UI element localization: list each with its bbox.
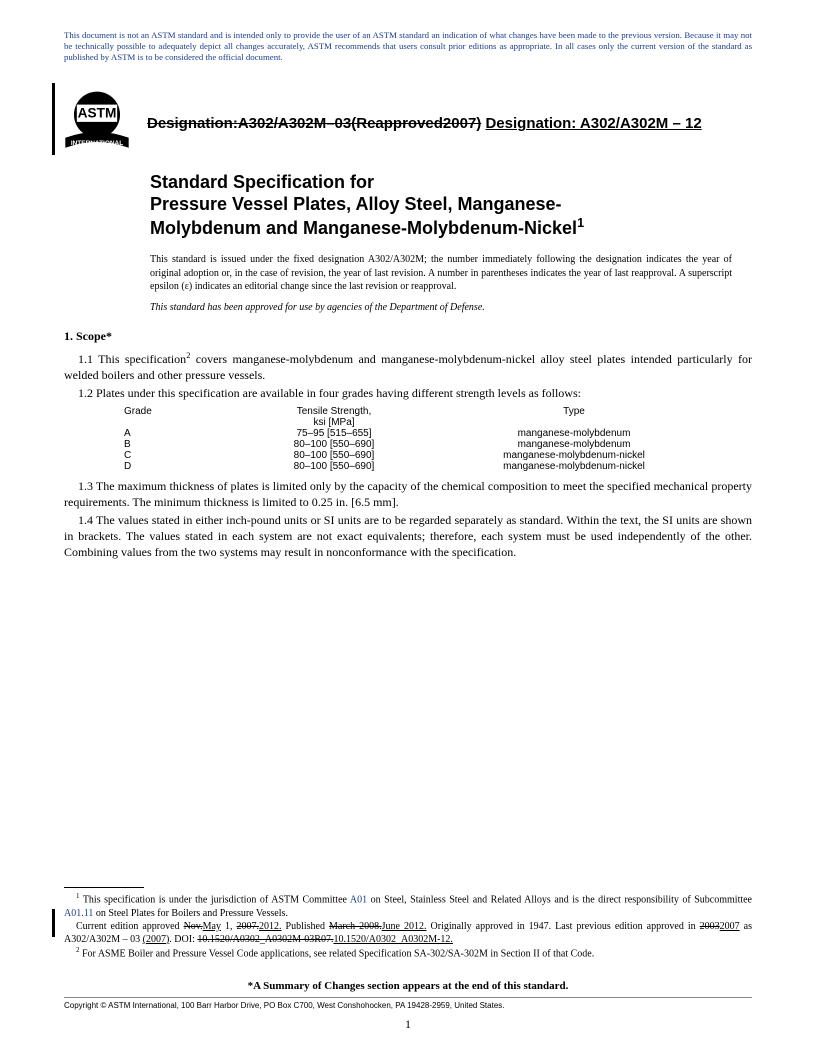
footnote-2: 2 For ASME Boiler and Pressure Vessel Co… <box>64 946 752 960</box>
title-line-1: Standard Specification for <box>150 172 374 192</box>
summary-line: *A Summary of Changes section appears at… <box>0 980 816 992</box>
change-bar-icon <box>52 909 55 937</box>
designation-line: Designation:A302/A302M–03(Reapproved2007… <box>147 105 702 132</box>
col-tensile: Tensile Strength,ksi [MPa] <box>234 406 434 428</box>
page-root: This document is not an ASTM standard an… <box>0 0 816 582</box>
new-designation: Designation: A302/A302M – 12 <box>485 115 701 132</box>
table-row: D 80–100 [550–690] manganese-molybdenum-… <box>124 461 752 472</box>
table-row: A 75–95 [515–655] manganese-molybdenum <box>124 428 752 439</box>
link-a01[interactable]: A01 <box>350 895 367 906</box>
link-a0111[interactable]: A01.11 <box>64 908 93 919</box>
title-line-2: Pressure Vessel Plates, Alloy Steel, Man… <box>150 194 562 214</box>
astm-logo: ASTM INTERNATIONAL <box>61 83 133 155</box>
title-block: Standard Specification for Pressure Vess… <box>150 171 752 240</box>
issued-block: This standard is issued under the fixed … <box>150 253 732 294</box>
para-1-1: 1.1 This specification2 covers manganese… <box>64 350 752 383</box>
svg-text:INTERNATIONAL: INTERNATIONAL <box>71 140 123 147</box>
table-head: Grade Tensile Strength,ksi [MPa] Type <box>124 406 752 428</box>
para-1-3: 1.3 The maximum thickness of plates is l… <box>64 478 752 510</box>
header-row: ASTM INTERNATIONAL Designation:A302/A302… <box>64 83 752 155</box>
col-type: Type <box>434 406 714 428</box>
table-row: C 80–100 [550–690] manganese-molybdenum-… <box>124 450 752 461</box>
page-number: 1 <box>0 1017 816 1032</box>
copyright-line: Copyright © ASTM International, 100 Barr… <box>64 997 752 1010</box>
footnote-rule <box>64 887 144 888</box>
footnote-edition: Current edition approved Nov.May 1, 2007… <box>64 920 752 946</box>
svg-text:ASTM: ASTM <box>78 106 117 121</box>
grades-table: Grade Tensile Strength,ksi [MPa] Type A … <box>124 406 752 472</box>
section-1-head: 1. Scope* <box>64 329 752 344</box>
para-1-4: 1.4 The values stated in either inch-pou… <box>64 512 752 561</box>
title-line-3: Molybdenum and Manganese-Molybdenum-Nick… <box>150 218 577 238</box>
footnote-1: 1 This specification is under the jurisd… <box>64 892 752 919</box>
col-grade: Grade <box>124 406 234 428</box>
para-1-2: 1.2 Plates under this specification are … <box>64 385 752 401</box>
title-sup: 1 <box>577 216 584 230</box>
footnotes-block: 1 This specification is under the jurisd… <box>64 887 752 960</box>
dod-line: This standard has been approved for use … <box>150 302 752 313</box>
old-designation: Designation:A302/A302M–03(Reapproved2007… <box>147 115 481 132</box>
change-bar-icon <box>52 83 55 155</box>
disclaimer-text: This document is not an ASTM standard an… <box>64 30 752 63</box>
table-row: B 80–100 [550–690] manganese-molybdenum <box>124 439 752 450</box>
